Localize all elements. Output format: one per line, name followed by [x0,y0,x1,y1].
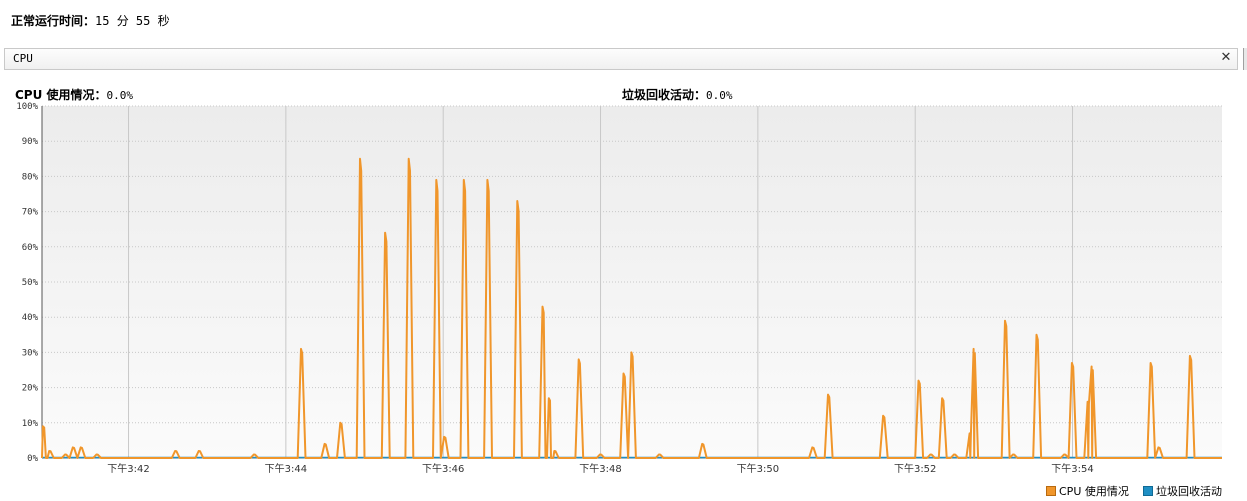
x-tick-label: 下午3:52 [894,462,936,475]
y-tick-label: 30% [22,348,39,358]
legend-cpu-label: CPU 使用情况 [1059,485,1129,498]
uptime-value: 15 分 55 秒 [95,14,170,28]
legend-gc-swatch [1143,486,1153,496]
cpu-usage-stat: CPU 使用情况：0.0% [15,86,133,103]
legend-cpu-swatch [1046,486,1056,496]
y-tick-label: 60% [22,243,39,253]
y-tick-label: 40% [22,313,39,323]
x-tick-label: 下午3:44 [265,462,307,475]
x-tick-label: 下午3:48 [579,462,621,475]
gc-activity-stat: 垃圾回收活动：0.0% [622,86,733,103]
y-tick-label: 50% [22,278,39,288]
x-tick-label: 下午3:42 [107,462,149,475]
plot-background [42,106,1222,458]
cpu-panel-header[interactable]: CPU ✕ [4,48,1238,70]
y-tick-label: 10% [22,419,39,429]
cpu-series-line [41,157,1222,459]
x-tick-label: 下午3:50 [737,462,779,475]
y-tick-label: 100% [16,102,38,112]
gc-activity-label: 垃圾回收活动： [622,88,707,102]
y-tick-label: 80% [22,172,39,182]
legend-gc: 垃圾回收活动 [1143,483,1222,499]
y-tick-label: 0% [27,454,38,464]
y-tick-label: 90% [22,137,39,147]
legend-gc-label: 垃圾回收活动 [1156,485,1222,498]
panel-edge [1243,48,1247,70]
x-tick-label: 下午3:46 [422,462,464,475]
x-tick-label: 下午3:54 [1051,462,1093,475]
y-tick-label: 20% [22,384,39,394]
uptime-display: 正常运行时间：15 分 55 秒 [11,12,170,29]
legend-cpu: CPU 使用情况 [1046,483,1129,499]
cpu-usage-value: 0.0% [106,89,134,102]
panel-title: CPU [13,52,33,65]
gc-activity-value: 0.0% [706,89,733,102]
uptime-label: 正常运行时间： [11,14,96,28]
cpu-usage-label: CPU 使用情况： [15,88,107,102]
close-icon[interactable]: ✕ [1220,50,1232,65]
cpu-chart: 0% 10% 20% 30% 40% 50% 60% 70% 80% 90% 100% 下午3:42 下… [16,102,1222,475]
y-tick-label: 70% [22,208,39,218]
